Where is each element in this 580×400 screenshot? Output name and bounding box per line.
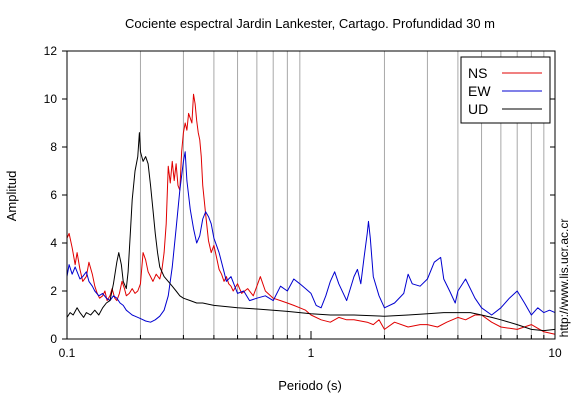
legend-label-ud: UD <box>468 101 488 117</box>
y-axis: 0 2 4 6 8 10 12 <box>44 44 555 346</box>
legend-box <box>460 56 551 124</box>
series-layer <box>66 93 556 335</box>
y-tick-label: 2 <box>50 284 57 298</box>
y-tick-label: 6 <box>50 188 57 202</box>
y-axis-label: Amplitud <box>4 171 19 222</box>
series-line-ew <box>66 151 556 323</box>
series-line-ns <box>66 93 556 335</box>
y-tick-label: 0 <box>50 332 57 346</box>
x-axis-label: Periodo (s) <box>278 378 342 393</box>
y-tick-label: 12 <box>44 44 58 58</box>
y-tick-label: 8 <box>50 140 57 154</box>
legend-label-ns: NS <box>468 65 487 81</box>
chart-title: Cociente espectral Jardin Lankester, Car… <box>125 16 495 31</box>
x-tick-label: 10 <box>548 346 562 360</box>
legend: NS EW UD <box>460 56 551 124</box>
y-tick-label: 10 <box>44 92 58 106</box>
x-tick-label: 1 <box>308 346 315 360</box>
x-axis: 0.1 1 10 <box>59 331 562 360</box>
y-tick-label: 4 <box>50 236 57 250</box>
x-tick-label: 0.1 <box>59 346 76 360</box>
side-url-text: http://www.lis.ucr.ac.cr <box>557 219 571 338</box>
legend-label-ew: EW <box>468 83 491 99</box>
series-line-ud <box>66 132 556 332</box>
